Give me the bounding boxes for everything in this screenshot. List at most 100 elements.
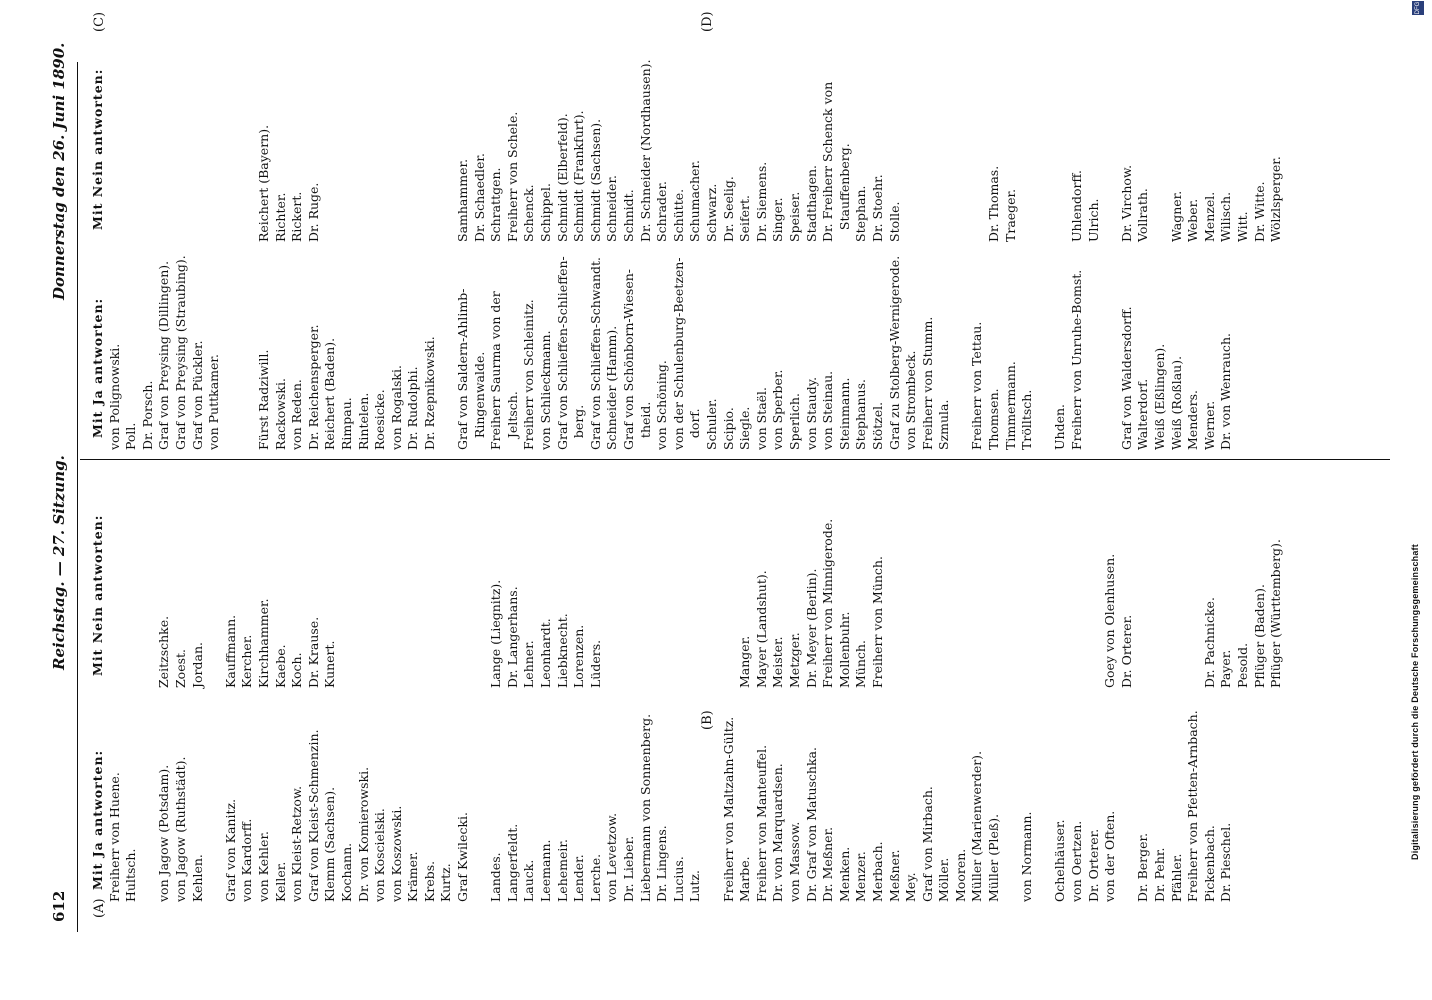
member-name: von der Schulenburg-Beetzen- <box>670 257 686 450</box>
member-name <box>239 59 256 242</box>
member-name: Uhden. <box>1052 403 1068 450</box>
member-name: Dr. Siemens. <box>753 161 769 242</box>
member-name: Lehner. <box>521 640 537 688</box>
member-name <box>140 710 157 902</box>
member-name <box>140 515 157 688</box>
member-name: Speiser. <box>786 191 802 242</box>
member-name <box>173 59 190 242</box>
member-name <box>920 59 937 242</box>
member-name <box>887 515 904 688</box>
member-name <box>1135 515 1152 688</box>
running-head: Reichstag. — 27. Sitzung. <box>50 455 68 670</box>
member-name: Graf von Waldersdorff. <box>1118 306 1134 450</box>
member-name <box>1003 710 1020 902</box>
member-name <box>389 59 406 242</box>
member-name: Keller. <box>272 861 288 902</box>
member-name: Menken. <box>836 846 852 902</box>
member-name: Dr. von Marquardsen. <box>770 763 786 902</box>
member-name <box>472 710 489 902</box>
member-name: Freiherr Saurma von der <box>488 291 504 450</box>
member-name: Freiherr von Manteuffel. <box>753 744 769 902</box>
member-name <box>936 515 953 688</box>
member-name <box>721 515 738 688</box>
member-name <box>969 59 986 242</box>
member-name: Lange (Liegnitz). <box>488 579 504 688</box>
member-name <box>1036 59 1053 242</box>
member-name: Dr. Reichensperger. <box>305 324 321 450</box>
member-name: Wilisch. <box>1218 191 1234 242</box>
member-name <box>1036 515 1053 688</box>
member-name: Dr. Lingens. <box>654 825 670 902</box>
column-no-left: Mit Nein antworten: Zeitzschke. Zoest. Jord… <box>90 515 1285 688</box>
member-name: Vollrath. <box>1135 188 1151 242</box>
member-name: Sperlich. <box>786 393 802 450</box>
member-name: von Massow. <box>786 821 802 902</box>
member-name: Lorenzen. <box>571 624 587 688</box>
member-name: Goey von Olenhusen. <box>1102 553 1118 688</box>
member-name: Weiß (Eßlingen). <box>1152 343 1167 450</box>
member-name: von Jagow (Potsdam). <box>156 764 172 902</box>
member-name: berg. <box>571 404 587 450</box>
member-name: Fürst Radziwill. <box>255 349 271 450</box>
member-name: Samhammer. <box>455 158 471 242</box>
member-name <box>986 515 1003 688</box>
member-name <box>190 59 207 242</box>
member-name: von Schlieckmann. <box>538 330 554 450</box>
member-name: Weber. <box>1185 198 1201 242</box>
column-heading: Mit Ja antworten: <box>90 749 105 890</box>
column-heading: Mit Ja antworten: <box>90 297 105 438</box>
member-name: Liebermann von Sonnenberg. <box>637 713 653 902</box>
member-name: Stötzel. <box>869 401 885 450</box>
member-name: Schenck. <box>521 184 537 242</box>
page-header: 612 Reichstag. — 27. Sitzung. Donnerstag… <box>50 0 76 1000</box>
member-name: Dr. Rudolphi. <box>405 366 421 450</box>
member-name: Werner. <box>1201 400 1217 450</box>
member-name: Ringenwalde. <box>471 351 487 450</box>
member-name: Dr. Lieber. <box>621 835 636 902</box>
member-name <box>1102 255 1119 450</box>
member-name: Lucius. <box>670 856 686 902</box>
member-name: Seifert. <box>737 195 753 242</box>
member-name: Freiherr von Münch. <box>869 556 885 688</box>
session-date: Donnerstag den 26. Juni 1890. <box>50 42 68 300</box>
page-number: 612 <box>50 890 68 922</box>
column-no-right: Mit Nein antworten: Reichert (Bayern). Ric… <box>90 59 1285 242</box>
member-name <box>687 515 704 688</box>
member-name: Klemm (Sachsen). <box>322 786 338 902</box>
member-name: Manger. <box>737 635 753 688</box>
member-name <box>1069 515 1086 688</box>
member-name <box>455 515 472 688</box>
member-name <box>1152 59 1169 242</box>
member-name: Schmidt (Frankfurt). <box>571 110 587 242</box>
member-name: Dr. Freiherr Schenck von <box>820 81 836 242</box>
member-name: Dr. Stoehr. <box>869 174 885 242</box>
member-name: Siegle. <box>737 406 753 450</box>
member-name: Freiherr von Unruhe-Bomst. <box>1069 269 1085 450</box>
column-yes-right: Mit Ja antworten: von Polignowski. Poll. Dr… <box>90 255 1235 450</box>
member-name <box>704 515 721 688</box>
member-name: Menders. <box>1185 389 1201 450</box>
member-name: Stephanus. <box>853 379 869 450</box>
member-name: Krebs. <box>421 860 437 902</box>
member-name <box>621 515 638 688</box>
center-rule <box>80 459 1390 460</box>
member-name: Dr. Meyer (Berlin). <box>803 568 819 688</box>
member-name: von Staudy. <box>803 376 819 450</box>
member-name <box>123 59 140 242</box>
member-name: Szmula. <box>936 399 952 450</box>
member-name <box>123 515 140 688</box>
member-name: Freiherr von Maltzahn-Gültz. <box>720 716 736 902</box>
member-name: Dr. Graf von Matuschka. <box>803 747 819 902</box>
member-name: Liebknecht. <box>554 613 570 688</box>
member-name <box>438 515 455 688</box>
member-name: Kurtz. <box>438 863 454 902</box>
member-name: Graf von Mirbach. <box>919 786 935 902</box>
column-yes-left: Mit Ja antworten: Freiherr von Huene. Hult… <box>90 710 1235 902</box>
member-name <box>1052 515 1069 688</box>
member-name <box>223 59 240 242</box>
member-name: Dr. Virchow. <box>1118 164 1134 242</box>
member-name: von Staël. <box>753 386 769 450</box>
member-name: Graf von Schlieffen-Schlieffen- <box>554 256 570 450</box>
member-name: Möller. <box>936 857 952 902</box>
